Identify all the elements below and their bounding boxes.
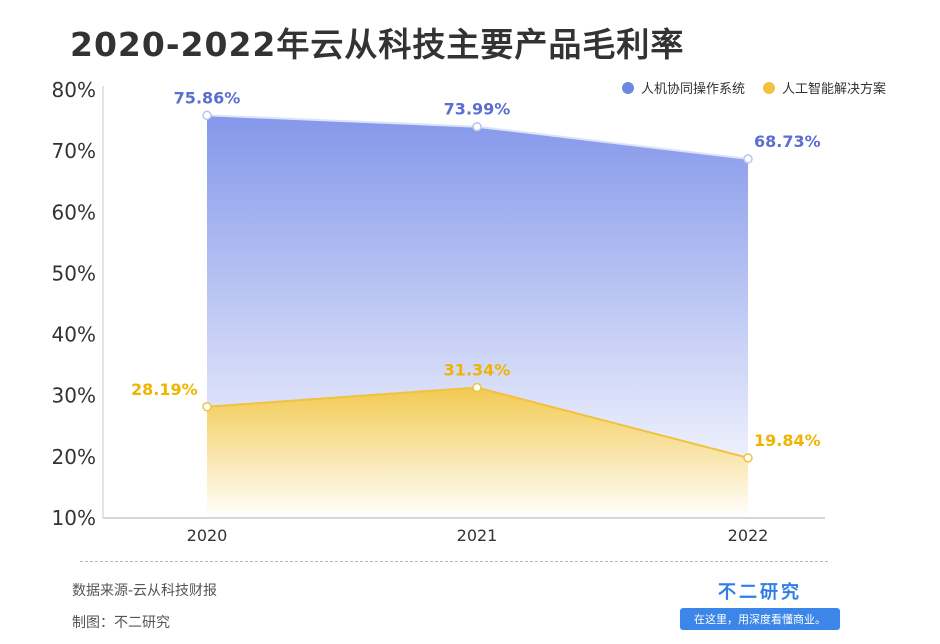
- brand-tagline: 在这里，用深度看懂商业。: [680, 608, 840, 630]
- legend-item-series-2: 人工智能解决方案: [762, 78, 886, 97]
- point-series-1-2022: [743, 154, 753, 164]
- y-tick-label-70: 70%: [52, 139, 96, 163]
- y-tick-label-10: 10%: [52, 506, 96, 530]
- y-tick-label-60: 60%: [52, 200, 96, 224]
- data-label-series-2-2022: 19.84%: [754, 431, 821, 450]
- legend-label-series-1: 人机协同操作系统: [640, 82, 745, 97]
- data-label-series-2-2020: 28.19%: [131, 380, 198, 399]
- data-label-series-2-2021: 31.34%: [444, 361, 511, 380]
- brand-name: 不二研究: [718, 582, 802, 603]
- point-series-2-2021: [472, 382, 482, 393]
- point-series-1-2020: [202, 110, 212, 121]
- y-tick-label-20: 20%: [52, 445, 96, 469]
- y-tick-label-40: 40%: [52, 323, 96, 347]
- legend-marker-series-1: [621, 81, 634, 94]
- chart-title: 2020-2022年云从科技主要产品毛利率: [70, 25, 685, 64]
- point-series-2-2022: [743, 453, 753, 463]
- y-tick-label-80: 80%: [52, 78, 96, 102]
- legend-item-series-1: 人机协同操作系统: [621, 78, 745, 97]
- legend-marker-series-2: [762, 81, 775, 94]
- credit-text: 制图：不二研究: [72, 615, 170, 631]
- legend-label-series-2: 人工智能解决方案: [781, 82, 886, 97]
- x-tick-label-2020: 2020: [187, 526, 228, 545]
- data-label-series-1-2021: 73.99%: [444, 100, 511, 119]
- y-tick-label-30: 30%: [52, 384, 96, 408]
- area-series-2: [207, 387, 748, 518]
- y-tick-label-50: 50%: [52, 261, 96, 285]
- data-label-series-1-2022: 68.73%: [754, 132, 821, 151]
- data-label-series-1-2020: 75.86%: [174, 88, 241, 107]
- footer-divider: [80, 561, 828, 562]
- x-tick-label-2021: 2021: [457, 526, 498, 545]
- point-series-2-2020: [202, 402, 212, 412]
- source-text: 数据来源-云从科技财报: [72, 583, 218, 599]
- legend: 人机协同操作系统 人工智能解决方案: [621, 78, 886, 97]
- brand-badge: 不二研究 在这里，用深度看懂商业。: [680, 578, 840, 630]
- point-series-1-2021: [472, 121, 482, 132]
- x-tick-label-2022: 2022: [728, 526, 769, 545]
